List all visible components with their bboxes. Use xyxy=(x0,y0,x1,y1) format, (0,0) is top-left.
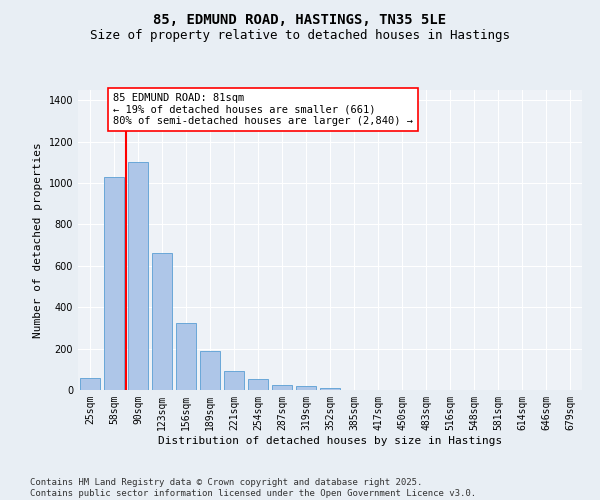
Bar xyxy=(200,350,220,390)
Bar xyxy=(104,177,124,390)
Bar xyxy=(80,378,100,390)
Y-axis label: Number of detached properties: Number of detached properties xyxy=(33,142,43,338)
Bar xyxy=(128,162,148,390)
Text: 85, EDMUND ROAD, HASTINGS, TN35 5LE: 85, EDMUND ROAD, HASTINGS, TN35 5LE xyxy=(154,14,446,28)
Text: Contains HM Land Registry data © Crown copyright and database right 2025.
Contai: Contains HM Land Registry data © Crown c… xyxy=(30,478,476,498)
Text: 85 EDMUND ROAD: 81sqm
← 19% of detached houses are smaller (661)
80% of semi-det: 85 EDMUND ROAD: 81sqm ← 19% of detached … xyxy=(113,93,413,126)
Bar xyxy=(272,385,292,390)
Bar xyxy=(152,254,172,390)
Bar xyxy=(176,323,196,390)
X-axis label: Distribution of detached houses by size in Hastings: Distribution of detached houses by size … xyxy=(158,436,502,446)
Bar xyxy=(320,388,340,390)
Bar xyxy=(296,386,316,390)
Text: Size of property relative to detached houses in Hastings: Size of property relative to detached ho… xyxy=(90,30,510,43)
Bar xyxy=(224,372,244,390)
Bar xyxy=(248,378,268,390)
